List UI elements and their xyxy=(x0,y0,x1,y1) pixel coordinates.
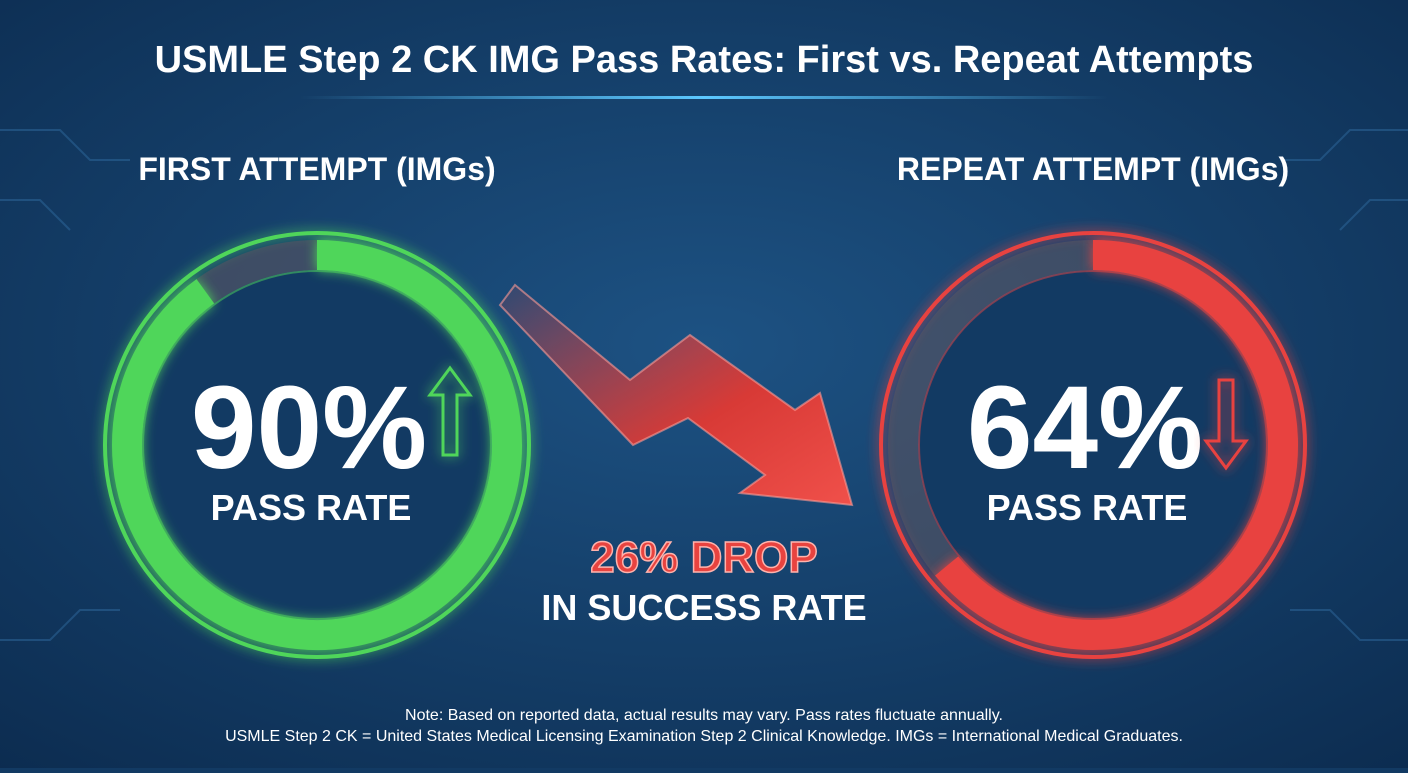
note: Note: Based on reported data, actual res… xyxy=(405,707,1003,724)
drop-headline: 26% DROP xyxy=(590,533,817,582)
page-title: USMLE Step 2 CK IMG Pass Rates: First vs… xyxy=(155,39,1254,81)
gauge-inner xyxy=(142,270,492,620)
gauge-caption: PASS RATE xyxy=(987,487,1188,528)
gauge-glow-ring xyxy=(103,231,531,659)
title-underline xyxy=(300,96,1108,99)
gauge-inner xyxy=(918,270,1268,620)
drop-arrow xyxy=(498,283,854,507)
gauge-title: REPEAT ATTEMPT (IMGs) xyxy=(897,151,1289,187)
gauge-caption: PASS RATE xyxy=(211,487,412,528)
note: USMLE Step 2 CK = United States Medical … xyxy=(225,728,1183,745)
trend-down-arrow xyxy=(1203,378,1249,471)
trend-up-arrow xyxy=(427,365,473,457)
gauge-glow-ring xyxy=(879,231,1307,659)
gauge-value: 90% xyxy=(191,362,427,494)
gauge-title: FIRST ATTEMPT (IMGs) xyxy=(138,151,495,187)
drop-subline: IN SUCCESS RATE xyxy=(541,587,866,628)
gauge-arc xyxy=(112,240,522,650)
gauge-arc xyxy=(935,240,1298,650)
circuit-decoration xyxy=(0,129,1408,641)
gauge-value: 64% xyxy=(967,362,1203,494)
